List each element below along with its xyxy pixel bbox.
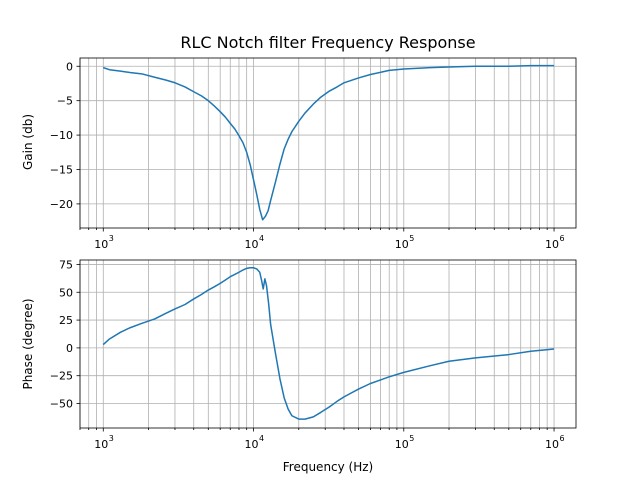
frequency-axis-label: Frequency (Hz) <box>283 460 374 474</box>
gain-x-tick-label: 10 <box>245 238 259 251</box>
gain-plot-frame <box>79 57 577 229</box>
gain-y-tick-label: −20 <box>50 198 73 211</box>
phase-y-tick-label: −25 <box>50 370 73 383</box>
phase-x-tick-label: 10 <box>545 438 559 451</box>
gain-y-tick-label: −15 <box>50 163 73 176</box>
gain-x-tick-exponent: 6 <box>559 234 564 243</box>
phase-x-tick-exponent: 6 <box>559 434 564 443</box>
gain-x-tick-label: 10 <box>395 238 409 251</box>
phase-y-tick-label: −50 <box>50 398 73 411</box>
gain-x-tick-exponent: 4 <box>259 234 264 243</box>
phase-y-tick-label: 75 <box>59 258 73 271</box>
gain-y-tick-label: −5 <box>57 95 73 108</box>
phase-y-tick-label: 0 <box>66 342 73 355</box>
chart-title: RLC Notch filter Frequency Response <box>180 33 475 52</box>
phase-x-tick-exponent: 4 <box>259 434 264 443</box>
gain-y-tick-label: 0 <box>66 60 73 73</box>
gain-axis-label: Gain (db) <box>21 114 35 170</box>
phase-axis-label: Phase (degree) <box>21 298 35 389</box>
gain-y-tick-label: −10 <box>50 129 73 142</box>
phase-series-line <box>102 267 555 420</box>
phase-x-tick-exponent: 3 <box>109 434 114 443</box>
phase-y-tick-label: 25 <box>59 314 73 327</box>
phase-x-tick-label: 10 <box>94 438 108 451</box>
phase-plot-frame <box>79 259 577 429</box>
phase-y-tick-label: 50 <box>59 286 73 299</box>
gain-x-tick-exponent: 5 <box>409 234 414 243</box>
gain-x-tick-exponent: 3 <box>109 234 114 243</box>
gain-x-tick-label: 10 <box>94 238 108 251</box>
gain-series-line <box>103 64 555 221</box>
phase-x-tick-label: 10 <box>395 438 409 451</box>
phase-x-tick-label: 10 <box>245 438 259 451</box>
phase-x-tick-exponent: 5 <box>409 434 414 443</box>
gain-x-tick-label: 10 <box>545 238 559 251</box>
